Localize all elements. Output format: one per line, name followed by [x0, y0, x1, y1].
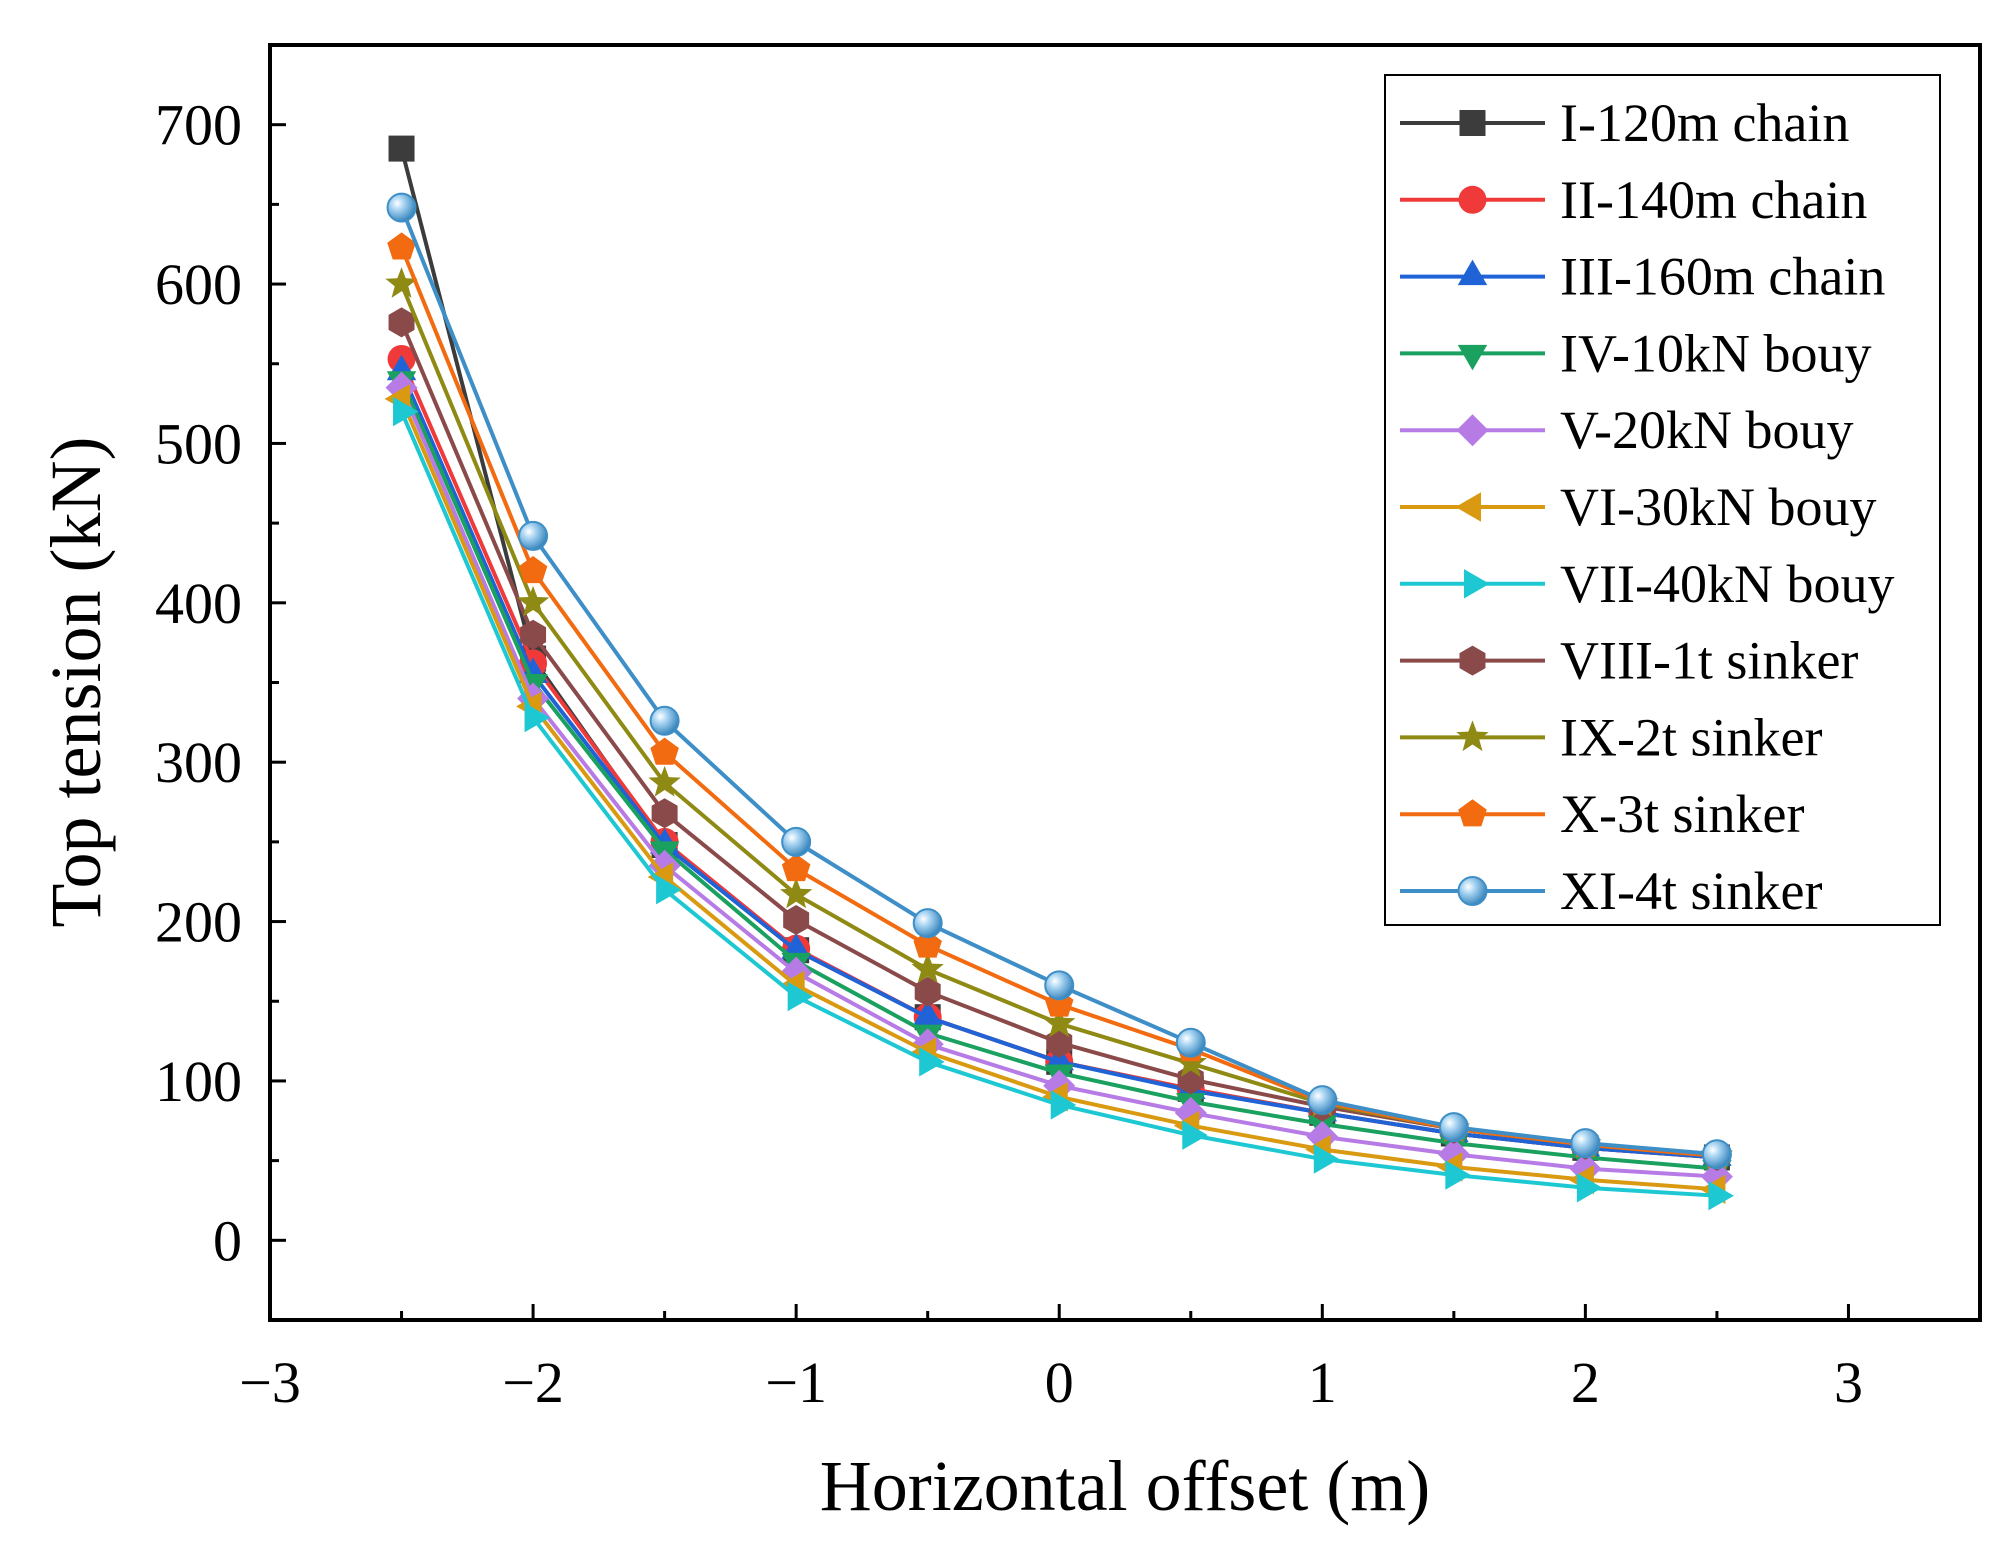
data-point [393, 396, 419, 427]
data-point [385, 267, 418, 298]
x-tick-label: 2 [1571, 1350, 1600, 1415]
y-axis-title: Top tension (kN) [36, 437, 116, 928]
legend-label: IV-10kN bouy [1560, 323, 1872, 383]
data-point [913, 930, 942, 958]
data-point [1174, 1046, 1207, 1078]
data-point [1708, 1180, 1734, 1211]
y-tick-label: 400 [155, 571, 242, 636]
data-point [781, 853, 811, 882]
data-point [1701, 1139, 1732, 1170]
legend-label: VII-40kN bouy [1560, 554, 1894, 614]
data-point [779, 877, 813, 909]
legend-entry: VII-40kN bouy [1400, 554, 1894, 614]
data-point [386, 192, 417, 223]
legend-marker [1459, 645, 1486, 676]
series-11 [386, 192, 1732, 1170]
legend-label: IX-2t sinker [1560, 707, 1822, 767]
series-7 [393, 396, 1734, 1211]
y-tick-label: 0 [213, 1208, 242, 1273]
data-point [388, 135, 415, 162]
legend-marker [1457, 876, 1488, 906]
data-point [518, 555, 548, 584]
legend-entry: IX-2t sinker [1400, 707, 1822, 767]
data-point [1445, 1160, 1471, 1190]
legend: I-120m chain II-140m chain III-160m chain I… [1400, 93, 1894, 921]
legend-entry: V-20kN bouy [1400, 400, 1854, 460]
y-tick-label: 300 [155, 730, 242, 795]
data-point [1182, 1120, 1208, 1150]
data-point [1050, 1090, 1077, 1120]
data-point [914, 976, 941, 1007]
y-tick-label: 100 [155, 1049, 242, 1114]
data-point [1570, 1128, 1601, 1159]
data-point [388, 307, 415, 338]
y-tick-label: 200 [155, 890, 242, 955]
y-tick-label: 600 [155, 252, 242, 317]
legend-label: V-20kN bouy [1560, 400, 1854, 460]
data-point [912, 908, 943, 939]
data-point [781, 933, 811, 959]
y-tick-label: 700 [155, 93, 242, 158]
data-point [1307, 1085, 1338, 1116]
legend-entry: III-160m chain [1400, 247, 1885, 307]
data-point [919, 1047, 945, 1077]
data-point [650, 737, 679, 765]
data-point [520, 619, 547, 650]
legend-label: VIII-1t sinker [1560, 631, 1858, 691]
data-point [518, 520, 549, 551]
legend-label: XI-4t sinker [1560, 861, 1822, 921]
legend-entry: IV-10kN bouy [1400, 323, 1872, 383]
legend-label: X-3t sinker [1560, 784, 1804, 844]
series-layer [384, 135, 1734, 1211]
x-tick-label: 0 [1045, 1350, 1074, 1415]
legend-label: II-140m chain [1560, 170, 1867, 230]
legend-marker [1456, 414, 1489, 447]
data-point [781, 826, 812, 857]
legend-marker [1458, 799, 1487, 827]
legend-marker [1455, 492, 1481, 522]
legend-entry: II-140m chain [1400, 170, 1867, 230]
legend-marker [1457, 344, 1488, 371]
data-point [516, 585, 550, 617]
legend-label: I-120m chain [1560, 93, 1849, 153]
x-tick-label: 1 [1308, 1350, 1337, 1415]
data-point [1175, 1027, 1206, 1058]
y-tick-label: 500 [155, 411, 242, 476]
data-point [651, 798, 678, 829]
data-point [1313, 1144, 1340, 1174]
legend-entry: XI-4t sinker [1400, 861, 1822, 921]
data-point [648, 765, 681, 797]
data-point [524, 702, 551, 733]
x-axis-title: Horizontal offset (m) [820, 1446, 1431, 1526]
data-point [387, 232, 416, 260]
legend-marker [1459, 110, 1486, 136]
data-point [649, 705, 680, 736]
legend-label: VI-30kN bouy [1560, 477, 1876, 537]
data-point [1043, 1006, 1076, 1038]
data-point [912, 1000, 943, 1026]
data-point [787, 981, 814, 1012]
data-point [911, 952, 944, 984]
data-point [1576, 1172, 1603, 1203]
legend-entry: X-3t sinker [1400, 784, 1804, 844]
legend-marker [1458, 185, 1487, 214]
data-point [1044, 970, 1075, 1001]
x-tick-label: −3 [239, 1350, 301, 1415]
legend-entry: VI-30kN bouy [1400, 477, 1876, 537]
data-point [656, 874, 682, 905]
data-point [1438, 1112, 1469, 1143]
legend-marker [1464, 569, 1490, 599]
data-point [1046, 1027, 1073, 1058]
x-tick-label: −2 [502, 1350, 564, 1415]
x-tick-label: −1 [765, 1350, 827, 1415]
x-tick-label: 3 [1834, 1350, 1863, 1415]
legend-marker [1456, 720, 1489, 752]
legend-marker [1457, 259, 1488, 286]
legend-label: III-160m chain [1560, 247, 1885, 307]
data-point [783, 904, 810, 935]
legend-entry: VIII-1t sinker [1400, 631, 1858, 691]
legend-entry: I-120m chain [1400, 93, 1849, 153]
